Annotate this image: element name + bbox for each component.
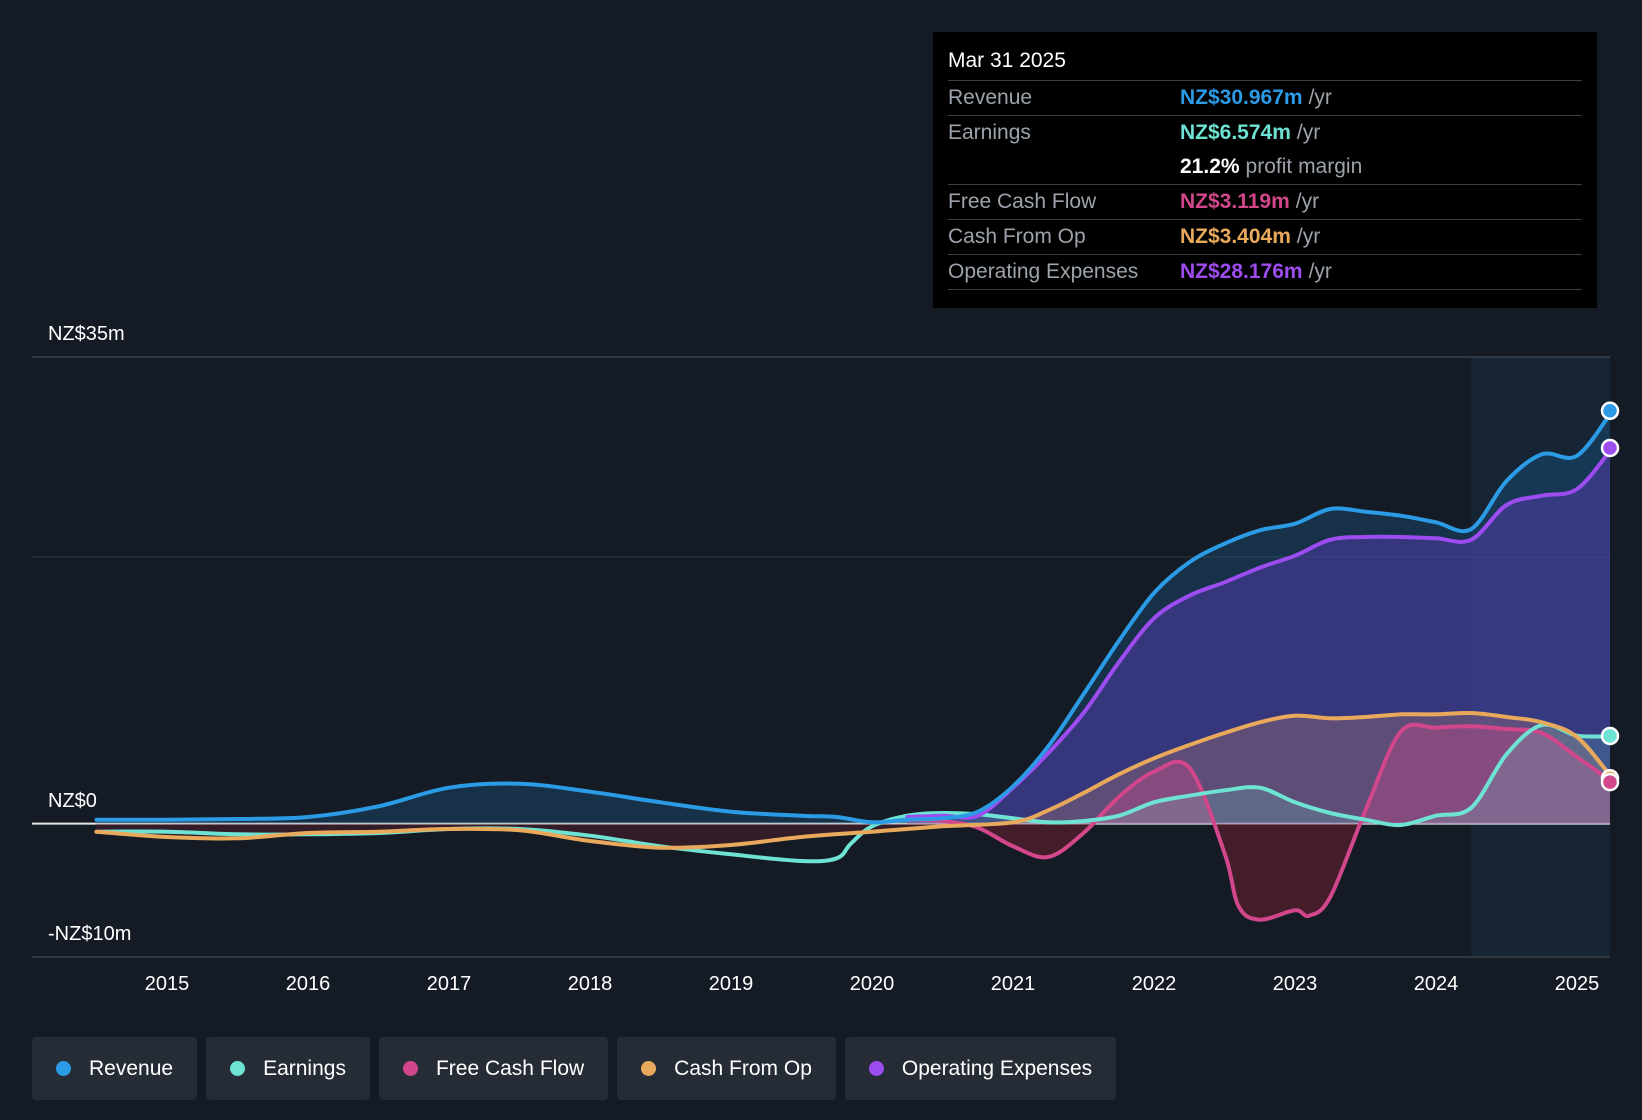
tooltip-unit: /yr bbox=[1308, 86, 1332, 109]
tooltip-label bbox=[948, 150, 1180, 184]
series-endpoints bbox=[1600, 401, 1620, 792]
cash-from-op-dot-icon bbox=[641, 1061, 657, 1076]
x-tick-label: 2021 bbox=[991, 973, 1036, 995]
tooltip-unit: /yr bbox=[1308, 260, 1332, 283]
x-tick-label: 2018 bbox=[568, 973, 613, 995]
legend-label: Earnings bbox=[263, 1056, 346, 1080]
tooltip-label: Revenue bbox=[948, 86, 1033, 109]
tooltip-unit: /yr bbox=[1295, 190, 1320, 213]
tooltip-row-profit-margin: 21.2% profit margin bbox=[948, 150, 1582, 185]
free-cash-flow-area-positive bbox=[907, 724, 1610, 824]
legend: Revenue Earnings Free Cash Flow Cash Fro… bbox=[32, 1037, 1125, 1100]
tooltip-row-cash-from-op: Cash From Op NZ$3.404m /yr bbox=[948, 220, 1582, 255]
tooltip-date: Mar 31 2025 bbox=[948, 46, 1582, 81]
cash-from-op-line bbox=[94, 710, 1610, 850]
earnings-area bbox=[96, 724, 1610, 824]
earnings-endpoint bbox=[1600, 726, 1620, 746]
cash-from-op-area bbox=[96, 712, 1610, 824]
y-label-zero: NZ$0 bbox=[48, 790, 97, 812]
y-label-bottom: -NZ$10m bbox=[48, 923, 131, 945]
tooltip-value: NZ$28.176m bbox=[1180, 260, 1303, 283]
legend-label: Operating Expenses bbox=[901, 1056, 1093, 1080]
tooltip-unit: /yr bbox=[1296, 225, 1321, 248]
revenue-area bbox=[96, 413, 1610, 824]
x-tick-label: 2019 bbox=[709, 973, 754, 995]
legend-item-operating-expenses[interactable]: Operating Expenses bbox=[844, 1037, 1117, 1100]
tooltip-value: NZ$30.967m bbox=[1180, 86, 1303, 109]
tooltip-value: NZ$6.574m bbox=[1180, 121, 1291, 144]
tooltip-row-free-cash-flow: Free Cash Flow NZ$3.119m /yr bbox=[948, 185, 1582, 220]
x-tick-label: 2025 bbox=[1555, 973, 1600, 995]
tooltip-label: Operating Expenses bbox=[948, 260, 1139, 283]
x-tick-label: 2015 bbox=[145, 973, 190, 995]
revenue-endpoint bbox=[1600, 401, 1620, 421]
tooltip-row-operating-expenses: Operating Expenses NZ$28.176m /yr bbox=[948, 255, 1582, 290]
y-label-top: NZ$35m bbox=[48, 323, 125, 345]
area-fills bbox=[96, 413, 1610, 920]
free-cash-flow-dot-icon bbox=[402, 1061, 418, 1076]
tooltip-label: Free Cash Flow bbox=[948, 190, 1097, 213]
cash-from-op-area-negative bbox=[96, 824, 996, 848]
legend-item-cash-from-op[interactable]: Cash From Op bbox=[617, 1037, 836, 1100]
x-tick-label: 2024 bbox=[1414, 973, 1459, 995]
tooltip-panel: Mar 31 2025 Revenue NZ$30.967m /yr Earni… bbox=[933, 32, 1597, 308]
x-tick-label: 2023 bbox=[1273, 973, 1318, 995]
tooltip-row-earnings: Earnings NZ$6.574m /yr bbox=[948, 116, 1582, 150]
free-cash-flow-endpoint bbox=[1600, 772, 1620, 792]
earnings-dot-icon bbox=[230, 1061, 246, 1076]
operating-expenses-area bbox=[907, 450, 1610, 824]
operating-expenses-endpoint bbox=[1600, 438, 1620, 458]
x-tick-label: 2020 bbox=[850, 973, 895, 995]
gridlines bbox=[32, 356, 1610, 958]
x-axis-ticks: 2015 2016 2017 2018 2019 2020 2021 2022 2023 2024… bbox=[145, 973, 1600, 995]
tooltip-label: Earnings bbox=[948, 121, 1031, 144]
x-tick-label: 2017 bbox=[427, 973, 472, 995]
legend-item-earnings[interactable]: Earnings bbox=[206, 1037, 370, 1100]
x-tick-label: 2016 bbox=[286, 973, 331, 995]
tooltip-row-revenue: Revenue NZ$30.967m /yr bbox=[948, 81, 1582, 116]
legend-item-free-cash-flow[interactable]: Free Cash Flow bbox=[378, 1037, 609, 1100]
tooltip-value: NZ$3.404m bbox=[1180, 225, 1291, 248]
revenue-line bbox=[94, 410, 1610, 825]
operating-expenses-dot-icon bbox=[868, 1061, 884, 1076]
legend-label: Free Cash Flow bbox=[435, 1056, 585, 1080]
forecast-region bbox=[1471, 357, 1610, 957]
series-lines bbox=[94, 410, 1610, 922]
tooltip-unit: /yr bbox=[1296, 121, 1321, 144]
tooltip-value: 21.2% bbox=[1180, 155, 1240, 178]
legend-item-revenue[interactable]: Revenue bbox=[32, 1037, 198, 1100]
tooltip-label: Cash From Op bbox=[948, 225, 1086, 248]
tooltip-value: NZ$3.119m bbox=[1180, 190, 1290, 213]
revenue-dot-icon bbox=[56, 1061, 71, 1076]
x-tick-label: 2022 bbox=[1132, 973, 1177, 995]
tooltip-unit: profit margin bbox=[1245, 155, 1363, 178]
legend-label: Cash From Op bbox=[674, 1056, 812, 1080]
free-cash-flow-line bbox=[905, 722, 1610, 922]
legend-label: Revenue bbox=[89, 1056, 174, 1080]
